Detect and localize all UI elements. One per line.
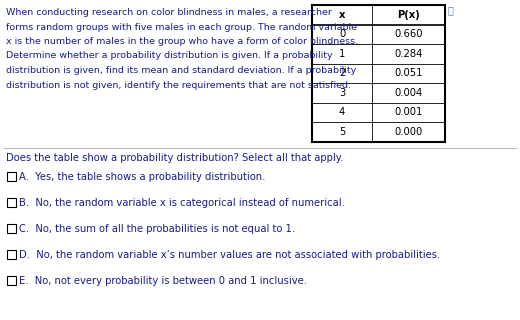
Text: x is the number of males in the group who have a form of color blindness.: x is the number of males in the group wh… (6, 37, 358, 46)
Text: 4: 4 (339, 107, 345, 117)
Text: Determine whether a probability distribution is given. If a probability: Determine whether a probability distribu… (6, 52, 333, 60)
Text: 0: 0 (339, 29, 345, 39)
Text: 0.001: 0.001 (394, 107, 423, 117)
Bar (7, 224, 16, 233)
Text: distribution is given, find its mean and standard deviation. If a probability: distribution is given, find its mean and… (6, 66, 356, 75)
Text: distribution is not given, identify the requirements that are not satisfied.: distribution is not given, identify the … (6, 81, 351, 90)
Text: 0.284: 0.284 (394, 49, 423, 59)
Bar (7, 172, 16, 181)
Bar (7, 198, 16, 207)
Text: 0.004: 0.004 (394, 88, 423, 98)
Text: E.  No, not every probability is between 0 and 1 inclusive.: E. No, not every probability is between … (19, 276, 307, 285)
Text: forms random groups with five males in each group. The random variable: forms random groups with five males in e… (6, 22, 357, 31)
Bar (7, 250, 16, 259)
Text: 1: 1 (339, 49, 345, 59)
Text: C.  No, the sum of all the probabilities is not equal to 1.: C. No, the sum of all the probabilities … (19, 223, 295, 234)
Text: B.  No, the random variable x is categorical instead of numerical.: B. No, the random variable x is categori… (19, 197, 345, 207)
Text: Does the table show a probability distribution? Select all that apply.: Does the table show a probability distri… (6, 153, 344, 163)
Text: ⎘: ⎘ (448, 5, 454, 15)
Text: When conducting research on color blindness in males, a researcher: When conducting research on color blindn… (6, 8, 332, 17)
Bar (7, 276, 16, 285)
Text: 0.051: 0.051 (394, 68, 423, 78)
Text: 0.000: 0.000 (394, 127, 423, 137)
Text: 3: 3 (339, 88, 345, 98)
Text: P(x): P(x) (397, 10, 420, 20)
Text: D.  No, the random variable x’s number values are not associated with probabilit: D. No, the random variable x’s number va… (19, 250, 440, 260)
Text: x: x (339, 10, 345, 20)
Text: 0.660: 0.660 (394, 29, 423, 39)
Text: 5: 5 (339, 127, 345, 137)
Text: A.  Yes, the table shows a probability distribution.: A. Yes, the table shows a probability di… (19, 172, 265, 181)
Text: 2: 2 (339, 68, 345, 78)
